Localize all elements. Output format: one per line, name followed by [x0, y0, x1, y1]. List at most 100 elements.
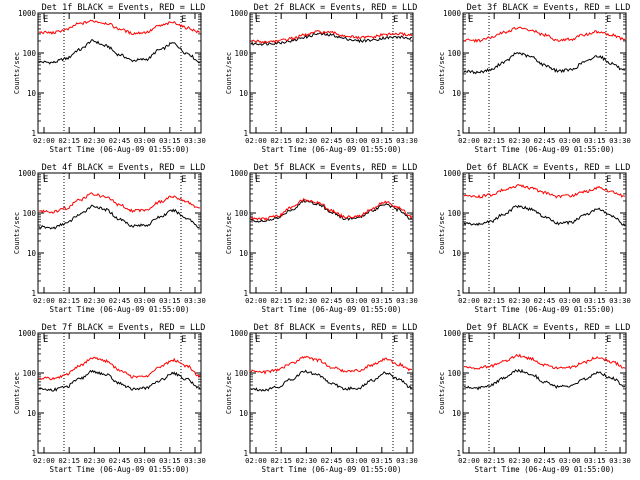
- y-tick-label: 1000: [230, 329, 249, 338]
- x-tick-label: 03:30: [396, 456, 418, 465]
- x-tick-label: 03:30: [396, 296, 418, 305]
- x-tick-label: 02:45: [534, 136, 556, 145]
- x-tick-label: 03:15: [159, 456, 181, 465]
- y-tick-label: 1000: [18, 329, 37, 338]
- series-line: [38, 204, 201, 230]
- series-line: [463, 204, 626, 227]
- x-axis-label: Start Time (06-Aug-09 01:55:00): [262, 145, 402, 154]
- y-tick-label: 1: [456, 129, 461, 138]
- y-tick-label: 100: [22, 49, 36, 58]
- event-marker-label: E: [606, 15, 611, 25]
- x-tick-label: 02:30: [84, 456, 106, 465]
- series-line: [463, 52, 626, 75]
- x-tick-label: 02:30: [296, 136, 318, 145]
- x-axis-label: Start Time (06-Aug-09 01:55:00): [50, 305, 190, 314]
- y-tick-label: 10: [452, 89, 462, 98]
- plot-frame: [249, 172, 414, 294]
- y-tick-label: 10: [239, 409, 249, 418]
- chart-panel: Det 6f BLACK = Events, RED = LLD 1 10 100 10…: [438, 163, 631, 314]
- x-axis-label: Start Time (06-Aug-09 01:55:00): [262, 305, 402, 314]
- x-tick-label: 02:30: [84, 296, 106, 305]
- x-tick-label: 02:00: [458, 456, 480, 465]
- y-axis-label: Counts/sec: [13, 212, 21, 254]
- x-tick-label: 02:45: [321, 296, 343, 305]
- y-tick-label: 1000: [230, 9, 249, 18]
- plot-frame: [37, 12, 202, 134]
- x-tick-label: 03:30: [609, 296, 631, 305]
- x-tick-label: 03:00: [346, 136, 368, 145]
- series-line: [463, 368, 626, 391]
- y-tick-label: 10: [452, 249, 462, 258]
- event-marker-label: E: [468, 335, 473, 345]
- x-tick-label: 03:30: [609, 456, 631, 465]
- x-tick-label: 03:00: [559, 296, 581, 305]
- y-axis-label: Counts/sec: [438, 372, 446, 414]
- y-tick-label: 1: [243, 129, 248, 138]
- y-tick-label: 100: [234, 209, 248, 218]
- x-tick-label: 02:15: [483, 296, 505, 305]
- x-tick-label: 03:00: [134, 456, 156, 465]
- chart-title: Det 8f BLACK = Events, RED = LLD: [254, 323, 418, 333]
- series-line: [463, 184, 626, 199]
- series-line: [38, 192, 201, 214]
- x-tick-label: 02:00: [33, 136, 55, 145]
- series-line: [463, 353, 626, 370]
- x-tick-label: 03:30: [396, 136, 418, 145]
- event-marker-label: E: [255, 175, 260, 185]
- x-tick-label: 02:45: [534, 296, 556, 305]
- x-tick-label: 03:15: [159, 136, 181, 145]
- plot-frame: [249, 12, 414, 134]
- x-axis-label: Start Time (06-Aug-09 01:55:00): [475, 305, 615, 314]
- x-axis-label: Start Time (06-Aug-09 01:55:00): [475, 465, 615, 474]
- y-tick-label: 100: [234, 49, 248, 58]
- chart-title: Det 9f BLACK = Events, RED = LLD: [467, 323, 631, 333]
- event-marker-label: E: [181, 15, 186, 25]
- x-tick-label: 02:15: [58, 296, 80, 305]
- series-line: [38, 19, 201, 36]
- y-tick-label: 100: [22, 209, 36, 218]
- chart-panel: Det 5f BLACK = Events, RED = LLD 1 10 100 10…: [225, 163, 418, 314]
- y-tick-label: 10: [27, 249, 37, 258]
- chart-panel: Det 8f BLACK = Events, RED = LLD 1 10 100 10…: [225, 323, 418, 474]
- x-tick-label: 02:30: [509, 456, 531, 465]
- chart-title: Det 3f BLACK = Events, RED = LLD: [467, 3, 631, 13]
- x-tick-label: 02:45: [109, 296, 131, 305]
- y-axis-label: Counts/sec: [438, 52, 446, 94]
- event-marker-label: E: [255, 15, 260, 25]
- y-axis-label: Counts/sec: [225, 372, 233, 414]
- x-tick-label: 02:15: [270, 456, 292, 465]
- event-marker-label: E: [606, 335, 611, 345]
- x-tick-label: 03:15: [584, 296, 606, 305]
- x-tick-label: 02:45: [321, 456, 343, 465]
- x-tick-label: 02:15: [483, 456, 505, 465]
- event-marker-label: E: [43, 335, 48, 345]
- y-tick-label: 1: [31, 449, 36, 458]
- y-tick-label: 100: [234, 369, 248, 378]
- x-tick-label: 03:15: [371, 456, 393, 465]
- chart-panel: Det 9f BLACK = Events, RED = LLD 1 10 100 10…: [438, 323, 631, 474]
- series-line: [463, 26, 626, 43]
- series-line: [38, 39, 201, 65]
- x-tick-label: 03:15: [584, 136, 606, 145]
- x-axis-label: Start Time (06-Aug-09 01:55:00): [50, 145, 190, 154]
- x-tick-label: 02:00: [458, 136, 480, 145]
- x-tick-label: 03:30: [184, 456, 206, 465]
- y-tick-label: 100: [447, 209, 461, 218]
- plot-frame: [462, 332, 627, 454]
- x-tick-label: 02:30: [509, 296, 531, 305]
- event-marker-label: E: [181, 335, 186, 345]
- y-axis-label: Counts/sec: [438, 212, 446, 254]
- chart-panel: Det 3f BLACK = Events, RED = LLD 1 10 100 10…: [438, 3, 631, 154]
- y-tick-label: 1000: [18, 9, 37, 18]
- y-tick-label: 1: [243, 289, 248, 298]
- y-tick-label: 1000: [443, 169, 462, 178]
- plot-frame: [249, 332, 414, 454]
- y-axis-label: Counts/sec: [13, 372, 21, 414]
- chart-title: Det 4f BLACK = Events, RED = LLD: [42, 163, 206, 173]
- x-tick-label: 02:45: [109, 136, 131, 145]
- y-tick-label: 10: [27, 89, 37, 98]
- x-tick-label: 03:00: [346, 296, 368, 305]
- y-tick-label: 100: [447, 49, 461, 58]
- x-tick-label: 02:00: [245, 456, 267, 465]
